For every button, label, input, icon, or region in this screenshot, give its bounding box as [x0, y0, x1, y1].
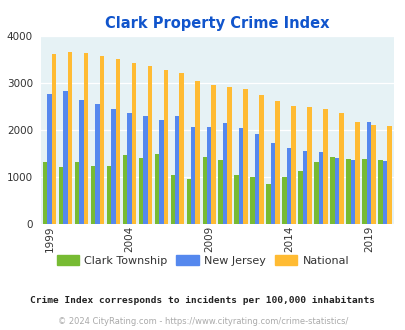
Bar	[147, 66, 151, 224]
Bar	[270, 143, 275, 224]
Bar	[250, 177, 254, 224]
Text: © 2024 CityRating.com - https://www.cityrating.com/crime-statistics/: © 2024 CityRating.com - https://www.city…	[58, 317, 347, 326]
Bar	[90, 166, 95, 224]
Bar	[234, 176, 239, 224]
Bar	[291, 106, 295, 224]
Bar	[202, 157, 207, 224]
Bar	[143, 116, 147, 224]
Bar	[159, 120, 163, 224]
Bar	[83, 53, 88, 224]
Bar	[179, 73, 183, 224]
Bar	[99, 55, 104, 224]
Bar	[322, 109, 327, 224]
Bar	[386, 126, 391, 224]
Bar	[259, 95, 263, 224]
Text: Crime Index corresponds to incidents per 100,000 inhabitants: Crime Index corresponds to incidents per…	[30, 296, 375, 306]
Bar	[51, 54, 56, 224]
Bar	[254, 134, 259, 224]
Bar	[286, 148, 291, 224]
Bar	[131, 63, 136, 224]
Bar	[154, 154, 159, 224]
Bar	[275, 101, 279, 224]
Bar	[207, 127, 211, 224]
Bar	[345, 159, 350, 224]
Bar	[127, 114, 131, 224]
Bar	[186, 179, 190, 224]
Bar	[243, 89, 247, 224]
Bar	[313, 162, 318, 224]
Bar	[63, 91, 68, 224]
Bar	[334, 158, 339, 224]
Bar	[282, 178, 286, 224]
Bar	[107, 166, 111, 224]
Bar	[330, 157, 334, 224]
Bar	[43, 162, 47, 224]
Bar	[377, 160, 382, 224]
Bar	[218, 160, 222, 224]
Bar	[361, 159, 366, 224]
Bar	[190, 127, 195, 224]
Bar	[195, 81, 199, 224]
Bar	[175, 116, 179, 224]
Bar	[354, 122, 359, 224]
Bar	[79, 100, 83, 224]
Bar	[318, 151, 322, 224]
Bar	[302, 151, 307, 224]
Bar	[307, 107, 311, 224]
Title: Clark Property Crime Index: Clark Property Crime Index	[105, 16, 328, 31]
Bar	[227, 86, 231, 224]
Bar	[95, 104, 99, 224]
Bar	[47, 94, 51, 224]
Bar	[111, 109, 115, 224]
Bar	[170, 175, 175, 224]
Bar	[211, 85, 215, 224]
Bar	[350, 159, 354, 224]
Bar	[115, 59, 120, 224]
Bar	[138, 158, 143, 224]
Bar	[58, 167, 63, 224]
Bar	[366, 122, 370, 224]
Bar	[68, 52, 72, 224]
Legend: Clark Township, New Jersey, National: Clark Township, New Jersey, National	[52, 250, 353, 270]
Bar	[382, 161, 386, 224]
Bar	[266, 184, 270, 224]
Bar	[298, 171, 302, 224]
Bar	[222, 123, 227, 224]
Bar	[163, 70, 168, 224]
Bar	[122, 155, 127, 224]
Bar	[370, 125, 375, 224]
Bar	[75, 162, 79, 224]
Bar	[239, 127, 243, 224]
Bar	[339, 114, 343, 224]
